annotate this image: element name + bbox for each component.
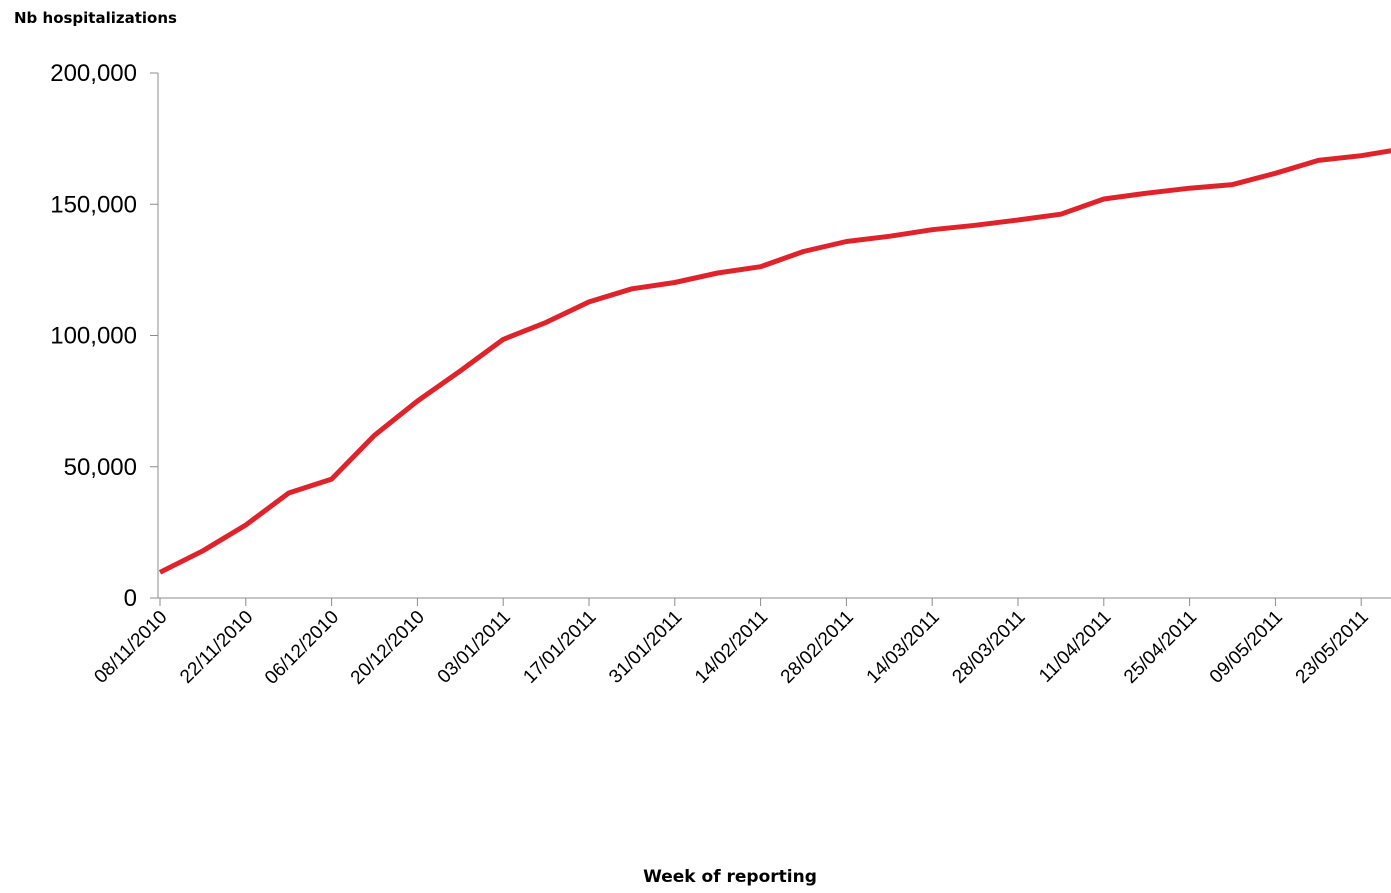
x-tick-label: 22/11/2010 (176, 607, 257, 688)
x-tick-label: 14/02/2011 (691, 607, 772, 688)
y-tick-label: 200,000 (50, 60, 137, 87)
x-tick-label: 20/12/2010 (347, 607, 429, 689)
y-tick-label: 100,000 (50, 323, 137, 350)
x-tick-label: 06/12/2010 (261, 607, 343, 689)
y-tick-label: 150,000 (50, 191, 137, 218)
x-tick-label: 28/03/2011 (948, 607, 1029, 688)
x-axis-title: Week of reporting (643, 867, 817, 887)
y-tick-label: 0 (124, 585, 137, 612)
x-tick-label: 14/03/2011 (863, 607, 944, 688)
x-tick-label: 09/05/2011 (1206, 607, 1287, 688)
x-tick-label: 28/02/2011 (777, 607, 858, 688)
x-tick-label: 08/11/2010 (90, 607, 171, 688)
x-tick-label: 03/01/2011 (434, 607, 515, 688)
x-tick-label: 23/05/2011 (1292, 607, 1373, 688)
y-tick-label: 50,000 (64, 454, 137, 481)
x-tick-label: 11/04/2011 (1035, 607, 1115, 687)
y-axis-title: Nb hospitalizations (14, 9, 177, 27)
x-tick-label: 31/01/2011 (605, 607, 686, 688)
series-line (158, 148, 1391, 575)
x-tick-label: 17/01/2011 (519, 607, 600, 688)
x-tick-label: 25/04/2011 (1120, 607, 1201, 688)
